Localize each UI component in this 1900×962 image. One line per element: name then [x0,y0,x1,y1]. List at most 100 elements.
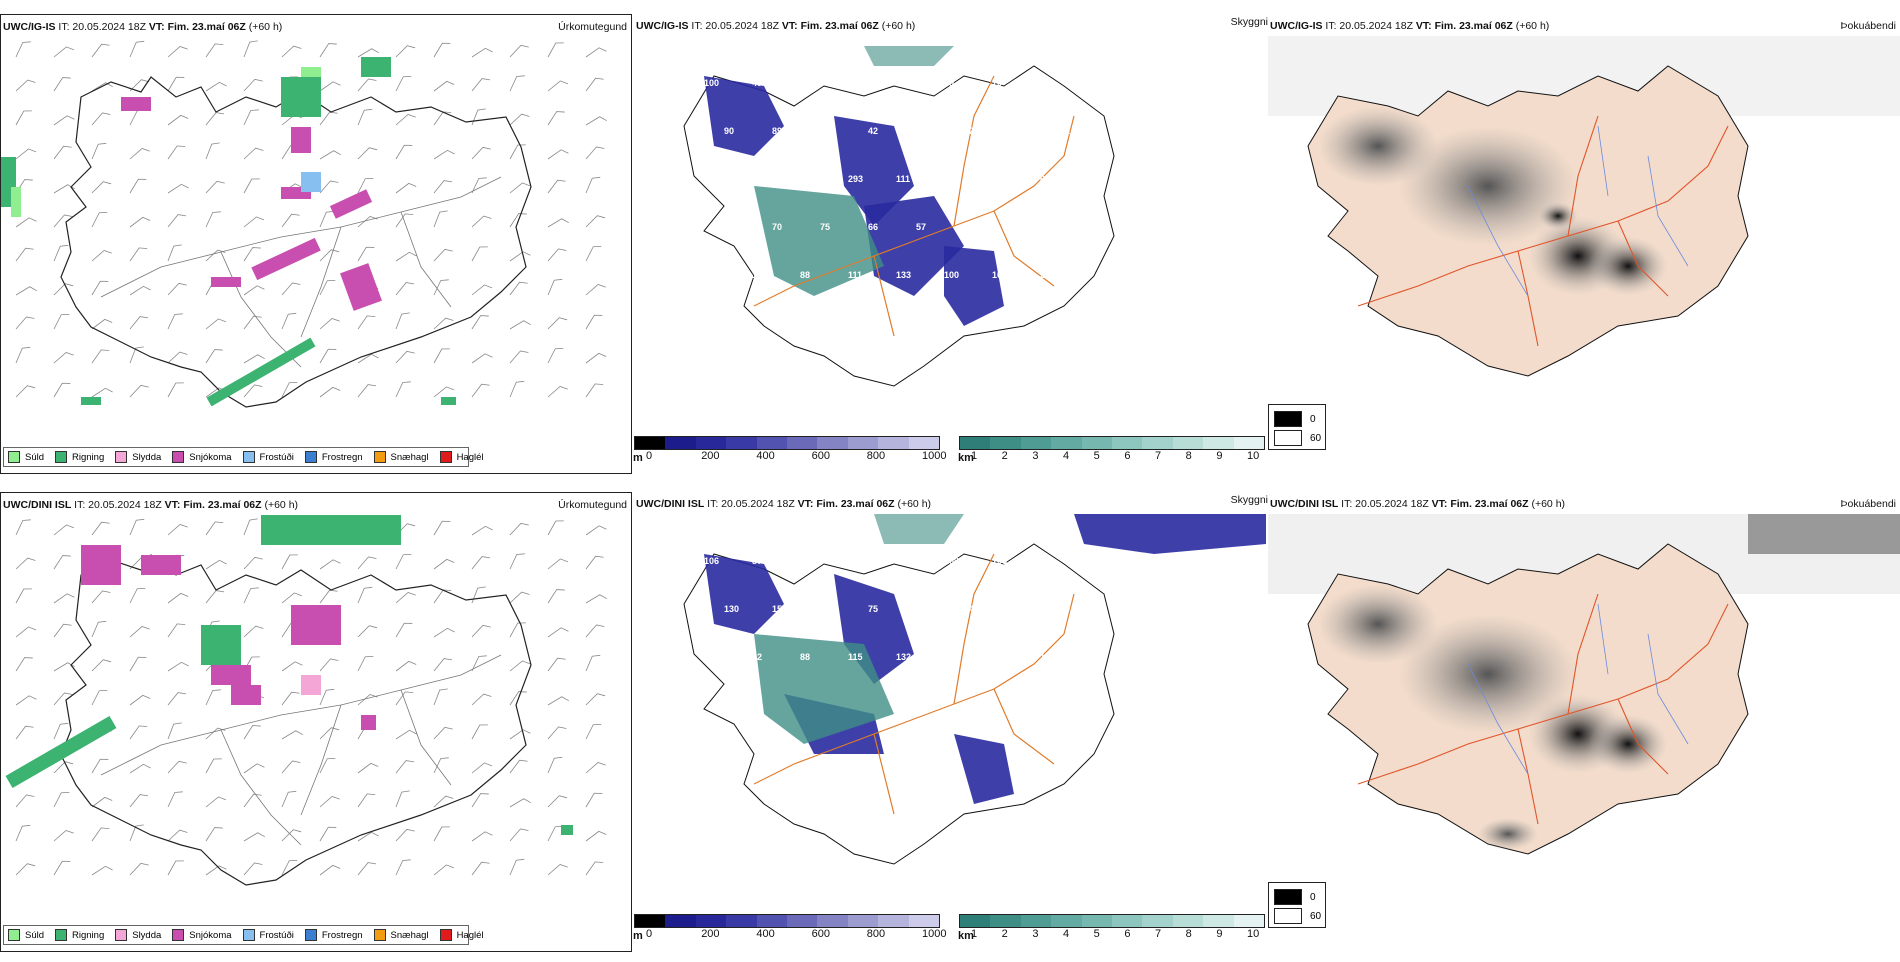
colorbar-segment [756,437,788,449]
legend-item: Frostúði [242,929,294,941]
wind-barb [15,657,33,672]
fog-key-high: 60 [1274,430,1321,446]
fog-key-label: 60 [1310,910,1322,922]
visibility-map[interactable]: 100 49 112 84 88 69 70 80 90 89 81 42 71 92 85 61 68 121 5… [634,36,1266,436]
fog-key-label: 0 [1310,413,1316,425]
fog-key-high: 60 [1274,908,1321,924]
colorbar-tick-label: 400 [756,450,775,462]
wind-barb [167,524,188,536]
wind-barb [243,832,265,842]
visibility-value-label: 92 [964,126,974,136]
wind-barb [129,40,145,58]
forecast-row-ig: UWC/IG-IS IT: 20.05.2024 18Z VT: Fim. 23… [0,14,1900,484]
wind-barb [243,725,261,740]
legend-label: Frostúði [259,929,294,941]
wind-barb [129,285,151,296]
colorbar-segment [1051,437,1082,449]
legend-swatch [242,929,255,941]
visibility-map[interactable]: 106 87 103 98 101 109 103 112 130 159 87 75 68 245 206… [634,514,1266,914]
colorbar-unit: km [958,452,974,464]
fog-key-swatch [1274,908,1302,924]
visibility-value-label: 17 [724,318,734,328]
wind-barb [433,317,454,330]
wind-barb [395,660,417,672]
legend-swatch [304,929,317,941]
wind-barb [91,590,111,604]
wind-barb [433,795,454,808]
wind-barb [471,586,486,604]
wind-barb [91,82,113,92]
wind-barb [319,796,340,808]
visibility-value-label: 103 [992,556,1007,566]
valid-time: VT: Fim. 23.maí 06Z [1431,498,1529,510]
panel-header: UWC/IG-IS IT: 20.05.2024 18Z VT: Fim. 23… [636,16,1268,34]
wind-barb [357,108,373,126]
wind-barb [129,862,149,876]
wind-barb [471,793,489,808]
wind-barb [53,77,71,92]
wind-barb [53,623,72,638]
legend-swatch [8,451,20,463]
colorbar-tick-label: 1000 [922,450,947,462]
wind-barb [585,555,604,570]
visibility-value-label: 63 [1040,174,1050,184]
legend-label: Snjókoma [189,929,232,941]
visibility-value-label: 80 [944,652,954,662]
wind-barb [281,730,303,740]
wind-barb [547,520,564,536]
colorbar-segment [665,437,696,449]
forecast-row-dini: UWC/DINI ISL IT: 20.05.2024 18Z VT: Fim.… [0,492,1900,962]
wind-barb [91,250,112,262]
wind-barb [319,279,336,296]
precip-map[interactable] [1,515,631,915]
precip-map[interactable] [1,37,631,437]
wind-barb [91,112,111,126]
wind-barb [471,525,493,536]
wind-barb [395,622,413,638]
legend-swatch [373,929,386,941]
visibility-value-label: 293 [848,174,863,184]
wind-barb [281,592,303,604]
wind-barb [15,824,31,842]
visibility-value-label: 132 [896,652,911,662]
legend-item: Slydda [115,929,161,941]
colorbar-segment [1172,437,1204,449]
lead-time: (+60 h) [897,498,932,510]
wind-barb [433,149,455,160]
visibility-value-label: 100 [704,78,719,88]
visibility-value-label: 57 [916,222,926,232]
wind-barb [395,592,416,604]
legend-swatch [373,451,386,463]
colorbar-segment [908,437,940,449]
wind-barb [357,762,379,774]
colorbar-tick-label: 6 [1124,450,1131,462]
wind-barb [585,77,604,92]
colorbar-tick-label: 5 [1093,450,1100,462]
wind-barb [585,792,603,808]
wind-barb [15,863,36,876]
wind-barb [281,859,298,876]
wind-barb [547,627,569,638]
visibility-value-labels: 100 49 112 84 88 69 70 80 90 89 81 42 71 92 85 61 68 121 5… [704,78,1070,328]
colorbar-tick-label: 400 [756,928,775,940]
wind-barb [395,75,412,92]
colorbar-segment [817,915,848,927]
colorbar-segment [695,915,727,927]
colorbar-tick-label: 8 [1185,928,1192,940]
wind-barb [471,624,491,638]
precip-snow-areas [121,97,382,311]
wind-barb [357,625,378,638]
colorbar-segment [1020,437,1052,449]
legend-label: Súld [25,451,45,463]
wind-barb [509,828,529,842]
legend-swatch [304,451,317,463]
roads [100,654,502,846]
legend-label: Rigning [72,929,105,941]
fog-map[interactable] [1268,36,1900,436]
fog-map[interactable] [1268,514,1900,914]
wind-barb [433,520,451,536]
wind-barb [15,79,36,92]
wind-barb [167,760,187,774]
wind-barb [205,180,225,194]
wind-barb [91,758,109,774]
